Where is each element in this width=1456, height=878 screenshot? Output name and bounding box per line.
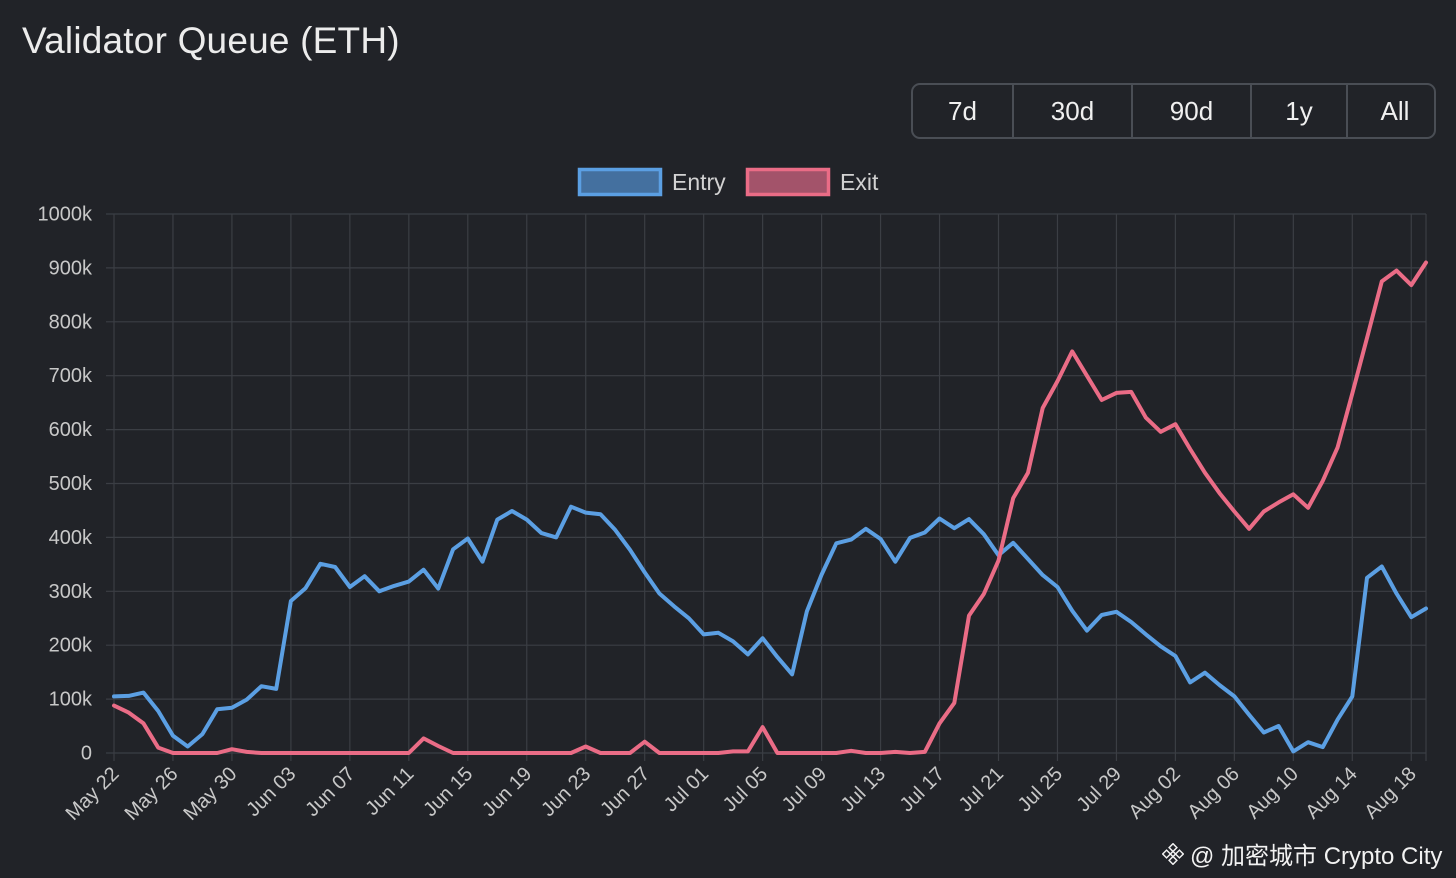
x-tick-label: Jun 03 (242, 763, 300, 821)
y-tick-label: 300k (49, 581, 93, 603)
y-tick-label: 1000k (38, 204, 93, 226)
x-tick-label: Jun 11 (361, 763, 418, 820)
legend-swatch-exit[interactable] (745, 167, 831, 197)
page-title: Validator Queue (ETH) (22, 20, 400, 61)
x-tick-label: Jun 19 (478, 763, 536, 821)
x-tick-label: Jul 25 (1014, 763, 1067, 816)
range-90d-button[interactable]: 90d (1133, 85, 1252, 137)
y-tick-label: 800k (49, 311, 93, 333)
chart-series (112, 260, 1428, 755)
y-tick-label: 500k (49, 473, 93, 495)
x-tick-label: Jul 13 (837, 763, 890, 816)
y-tick-label: 600k (49, 419, 93, 441)
x-tick-label: May 26 (121, 763, 183, 825)
x-tick-label: Aug 10 (1242, 763, 1302, 823)
x-tick-label: Jun 23 (537, 763, 595, 821)
x-tick-label: Aug 06 (1184, 763, 1244, 823)
x-tick-label: Jul 21 (955, 763, 1008, 816)
y-tick-label: 400k (49, 527, 93, 549)
x-tick-label: Jul 01 (660, 763, 713, 816)
x-tick-label: Aug 18 (1360, 763, 1420, 823)
range-30d-button[interactable]: 30d (1014, 85, 1133, 137)
x-tick-label: Jul 17 (896, 763, 949, 816)
chart-legend: Entry Exit (577, 167, 879, 197)
binance-logo-icon (1162, 842, 1184, 865)
y-axis-ticks: 0 100k 200k 300k 400k 500k 600k 700k 800k 900k 100… (38, 204, 93, 765)
range-all-button[interactable]: All (1380, 95, 1410, 126)
legend-label-exit[interactable]: Exit (840, 169, 879, 195)
x-tick-label: Jul 29 (1073, 763, 1126, 816)
watermark: @ 加密城市 Crypto City (1162, 836, 1442, 871)
x-tick-label: Jul 05 (719, 763, 772, 816)
y-tick-label: 200k (49, 635, 93, 657)
x-tick-label: Jun 15 (419, 763, 477, 821)
y-tick-label: 700k (49, 365, 93, 387)
x-tick-label: May 30 (180, 763, 242, 825)
x-tick-label: Aug 02 (1125, 763, 1185, 823)
y-tick-label: 900k (49, 257, 93, 279)
range-1y-button[interactable]: 1y (1252, 85, 1348, 137)
x-tick-label: Aug 14 (1301, 763, 1361, 823)
x-tick-label: Jul 09 (778, 763, 831, 816)
x-tick-label: Jun 27 (596, 763, 654, 821)
chart-grid (106, 213, 1427, 761)
series-line-exit (112, 260, 1428, 755)
watermark-text: @ 加密城市 Crypto City (1190, 843, 1443, 870)
x-tick-label: May 22 (62, 763, 124, 825)
legend-swatch-entry[interactable] (577, 167, 663, 197)
series-line-entry (112, 504, 1428, 754)
y-tick-label: 0 (81, 743, 92, 765)
y-tick-label: 100k (49, 689, 93, 711)
range-7d-button[interactable]: 7d (913, 85, 1014, 137)
legend-label-entry[interactable]: Entry (672, 169, 726, 195)
time-range-selector: 7d 30d 90d 1y All (911, 83, 1436, 139)
x-tick-label: Jun 07 (301, 763, 359, 821)
